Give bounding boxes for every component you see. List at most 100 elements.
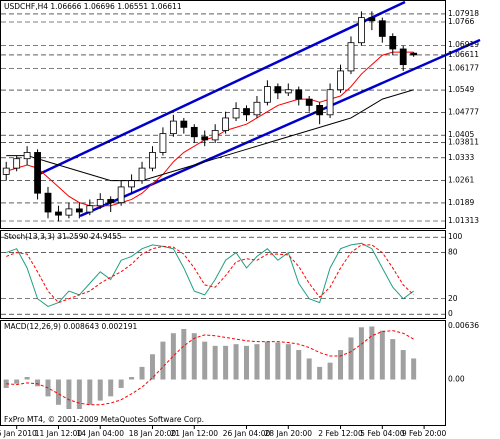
macd-bar [24, 377, 30, 380]
channel-upper [34, 0, 406, 178]
channel-lower [79, 38, 481, 218]
y-tick-label: 1.06611 [448, 50, 479, 59]
x-tick-label: 5 Feb 04:00 [360, 429, 405, 438]
macd-bar [212, 345, 218, 380]
candle-body [368, 17, 376, 22]
macd-bar [411, 358, 417, 380]
macd-bar [87, 379, 93, 405]
macd-bar [191, 333, 197, 380]
y-tick-label: 80 [448, 248, 458, 257]
candle-body [243, 108, 250, 116]
y-tick-label: 1.03811 [448, 138, 479, 147]
y-tick-label: 1.0405 [448, 130, 474, 139]
macd-panel [0, 320, 446, 426]
y-tick-label: 1.0766 [448, 17, 474, 26]
y-tick-label: 1.06919 [448, 40, 479, 49]
y-tick-label: 1.06177 [448, 64, 479, 73]
y-tick-label: 100 [448, 232, 463, 241]
x-tick-label: 9 Feb 20:00 [402, 429, 447, 438]
price-panel [0, 0, 446, 229]
macd-bar [358, 327, 364, 380]
candle-body [211, 130, 219, 141]
candle-body [274, 86, 282, 94]
moving-average [6, 51, 414, 207]
macd-bar [108, 379, 114, 397]
macd-label: MACD(12,26,9) 0.008643 0.002191 [4, 322, 138, 331]
candle-body [284, 89, 292, 94]
candle-body [138, 167, 146, 182]
macd-bar [317, 366, 323, 380]
macd-bar [233, 344, 239, 380]
candle-body [410, 52, 418, 56]
macd-bar [129, 377, 135, 380]
macd-bar [348, 337, 354, 380]
candle-body [232, 108, 240, 119]
candle-body [316, 105, 324, 116]
trend-channel [34, 0, 481, 218]
candle-body [399, 48, 407, 66]
candle-body [222, 117, 230, 131]
macd-bar [3, 379, 9, 388]
macd-bar [170, 333, 176, 380]
x-tick-label: 26 Jan 04:00 [223, 429, 271, 438]
candle-body [55, 211, 62, 216]
macd-bar [97, 379, 103, 401]
y-tick-label: 0.00636 [448, 321, 479, 330]
y-tick-label: 20 [448, 294, 458, 303]
candle-body [2, 167, 10, 175]
macd-bar [275, 342, 281, 380]
macd-bar [244, 345, 250, 380]
candle-body [128, 180, 135, 188]
macd-bar [181, 329, 187, 380]
candle-body [13, 158, 21, 169]
macd-bar [202, 341, 208, 380]
y-tick-label: 0.00 [448, 375, 465, 384]
x-tick-label: 11 Jan 12:00 [35, 429, 83, 438]
candle-body [65, 208, 73, 216]
y-tick-label: 1.07918 [448, 9, 479, 18]
macd-signal [6, 330, 414, 406]
y-tick-label: 1.0333 [448, 153, 474, 162]
macd-bar [379, 330, 385, 380]
macd-bar [35, 379, 41, 387]
candle-body [378, 20, 386, 37]
macd-bar [149, 354, 155, 380]
stoch-panel [0, 230, 446, 319]
macd-bar [296, 350, 302, 380]
candle-body [253, 101, 261, 116]
macd-bar [264, 341, 270, 380]
candle-body [96, 199, 104, 207]
candle-body [263, 86, 271, 103]
macd-bar [118, 379, 124, 388]
candle-body [23, 152, 31, 160]
macd-bar [338, 350, 344, 380]
macd-bar [55, 379, 61, 405]
y-tick-label: 1.01313 [448, 216, 479, 225]
stoch-signal [6, 244, 415, 304]
candle-body [305, 98, 313, 106]
macd-bar [76, 379, 82, 409]
macd-bar [223, 345, 229, 380]
macd-bar [160, 341, 166, 380]
y-tick-label: 1.04777 [448, 107, 479, 116]
candle-body [75, 208, 83, 213]
x-tick-label: 2 Feb 12:00 [318, 429, 363, 438]
candle-body [44, 192, 52, 213]
copyright: FxPro MT4, © 2001-2009 MetaQuotes Softwa… [4, 415, 204, 424]
candle-body [347, 42, 355, 72]
x-tick-label: 6 Jan 2010 [0, 429, 37, 438]
x-tick-label: 28 Jan 20:00 [265, 429, 313, 438]
candle-body [295, 89, 303, 100]
candle-body [117, 186, 125, 204]
candle-body [149, 152, 156, 169]
macd-bar [285, 344, 291, 380]
y-tick-label: 0 [448, 309, 453, 318]
macd-bar [306, 358, 312, 380]
macd-bar [139, 366, 145, 380]
candle-body [86, 205, 94, 213]
candle-body [358, 17, 365, 44]
y-tick-label: 1.0261 [448, 175, 474, 184]
y-tick-label: 1.0189 [448, 198, 474, 207]
